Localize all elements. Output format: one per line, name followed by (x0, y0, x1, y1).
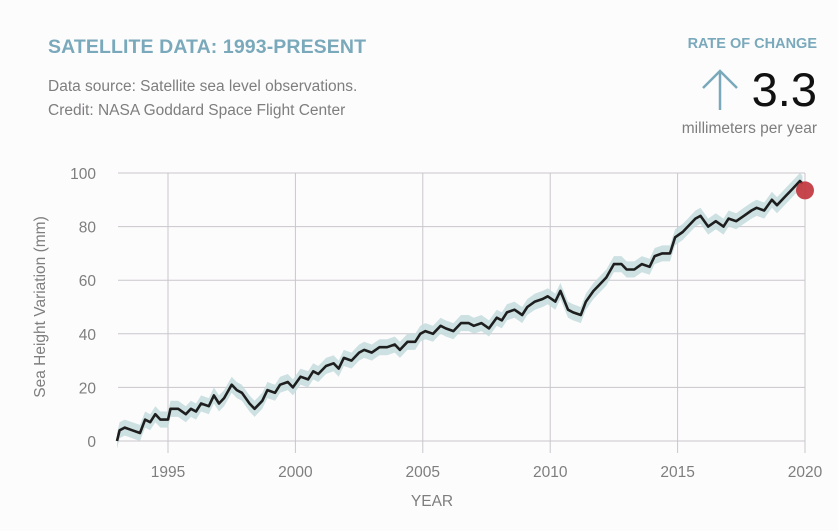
y-tick-label: 80 (79, 220, 97, 237)
sea-level-chart: 0 20 40 60 80 100 1995 2000 2005 2010 2015 2020 YE… (32, 166, 823, 510)
page-title: SATELLITE DATA: 1993-PRESENT (48, 36, 367, 58)
x-tick-label: 1995 (151, 464, 185, 481)
x-tick-label: 2015 (660, 464, 694, 481)
x-tick-label: 2005 (406, 464, 440, 481)
x-axis-label: YEAR (411, 493, 453, 510)
y-tick-label: 60 (79, 273, 97, 290)
arrow-up-icon (702, 69, 738, 110)
y-tick-label: 40 (79, 327, 97, 344)
x-tick-label: 2020 (788, 464, 823, 481)
rate-of-change-value: 3.3 (751, 63, 817, 116)
y-tick-label: 100 (70, 166, 96, 183)
credit-text: Credit: NASA Goddard Space Flight Center (48, 102, 346, 119)
data-source-text: Data source: Satellite sea level observa… (48, 78, 358, 95)
y-tick-label: 0 (87, 434, 96, 451)
y-tick-label: 20 (79, 380, 97, 397)
x-tick-label: 2000 (278, 464, 313, 481)
latest-value-marker[interactable] (796, 181, 814, 200)
x-tick-labels: 1995 2000 2005 2010 2015 2020 (151, 464, 823, 481)
y-axis-label: Sea Height Variation (mm) (32, 216, 49, 397)
uncertainty-band (117, 173, 803, 449)
rate-of-change-label: RATE OF CHANGE (687, 36, 817, 52)
sea-level-line (115, 179, 804, 442)
x-tick-label: 2010 (533, 464, 568, 481)
rate-unit: millimeters per year (681, 120, 817, 137)
y-tick-labels: 0 20 40 60 80 100 (70, 166, 96, 451)
